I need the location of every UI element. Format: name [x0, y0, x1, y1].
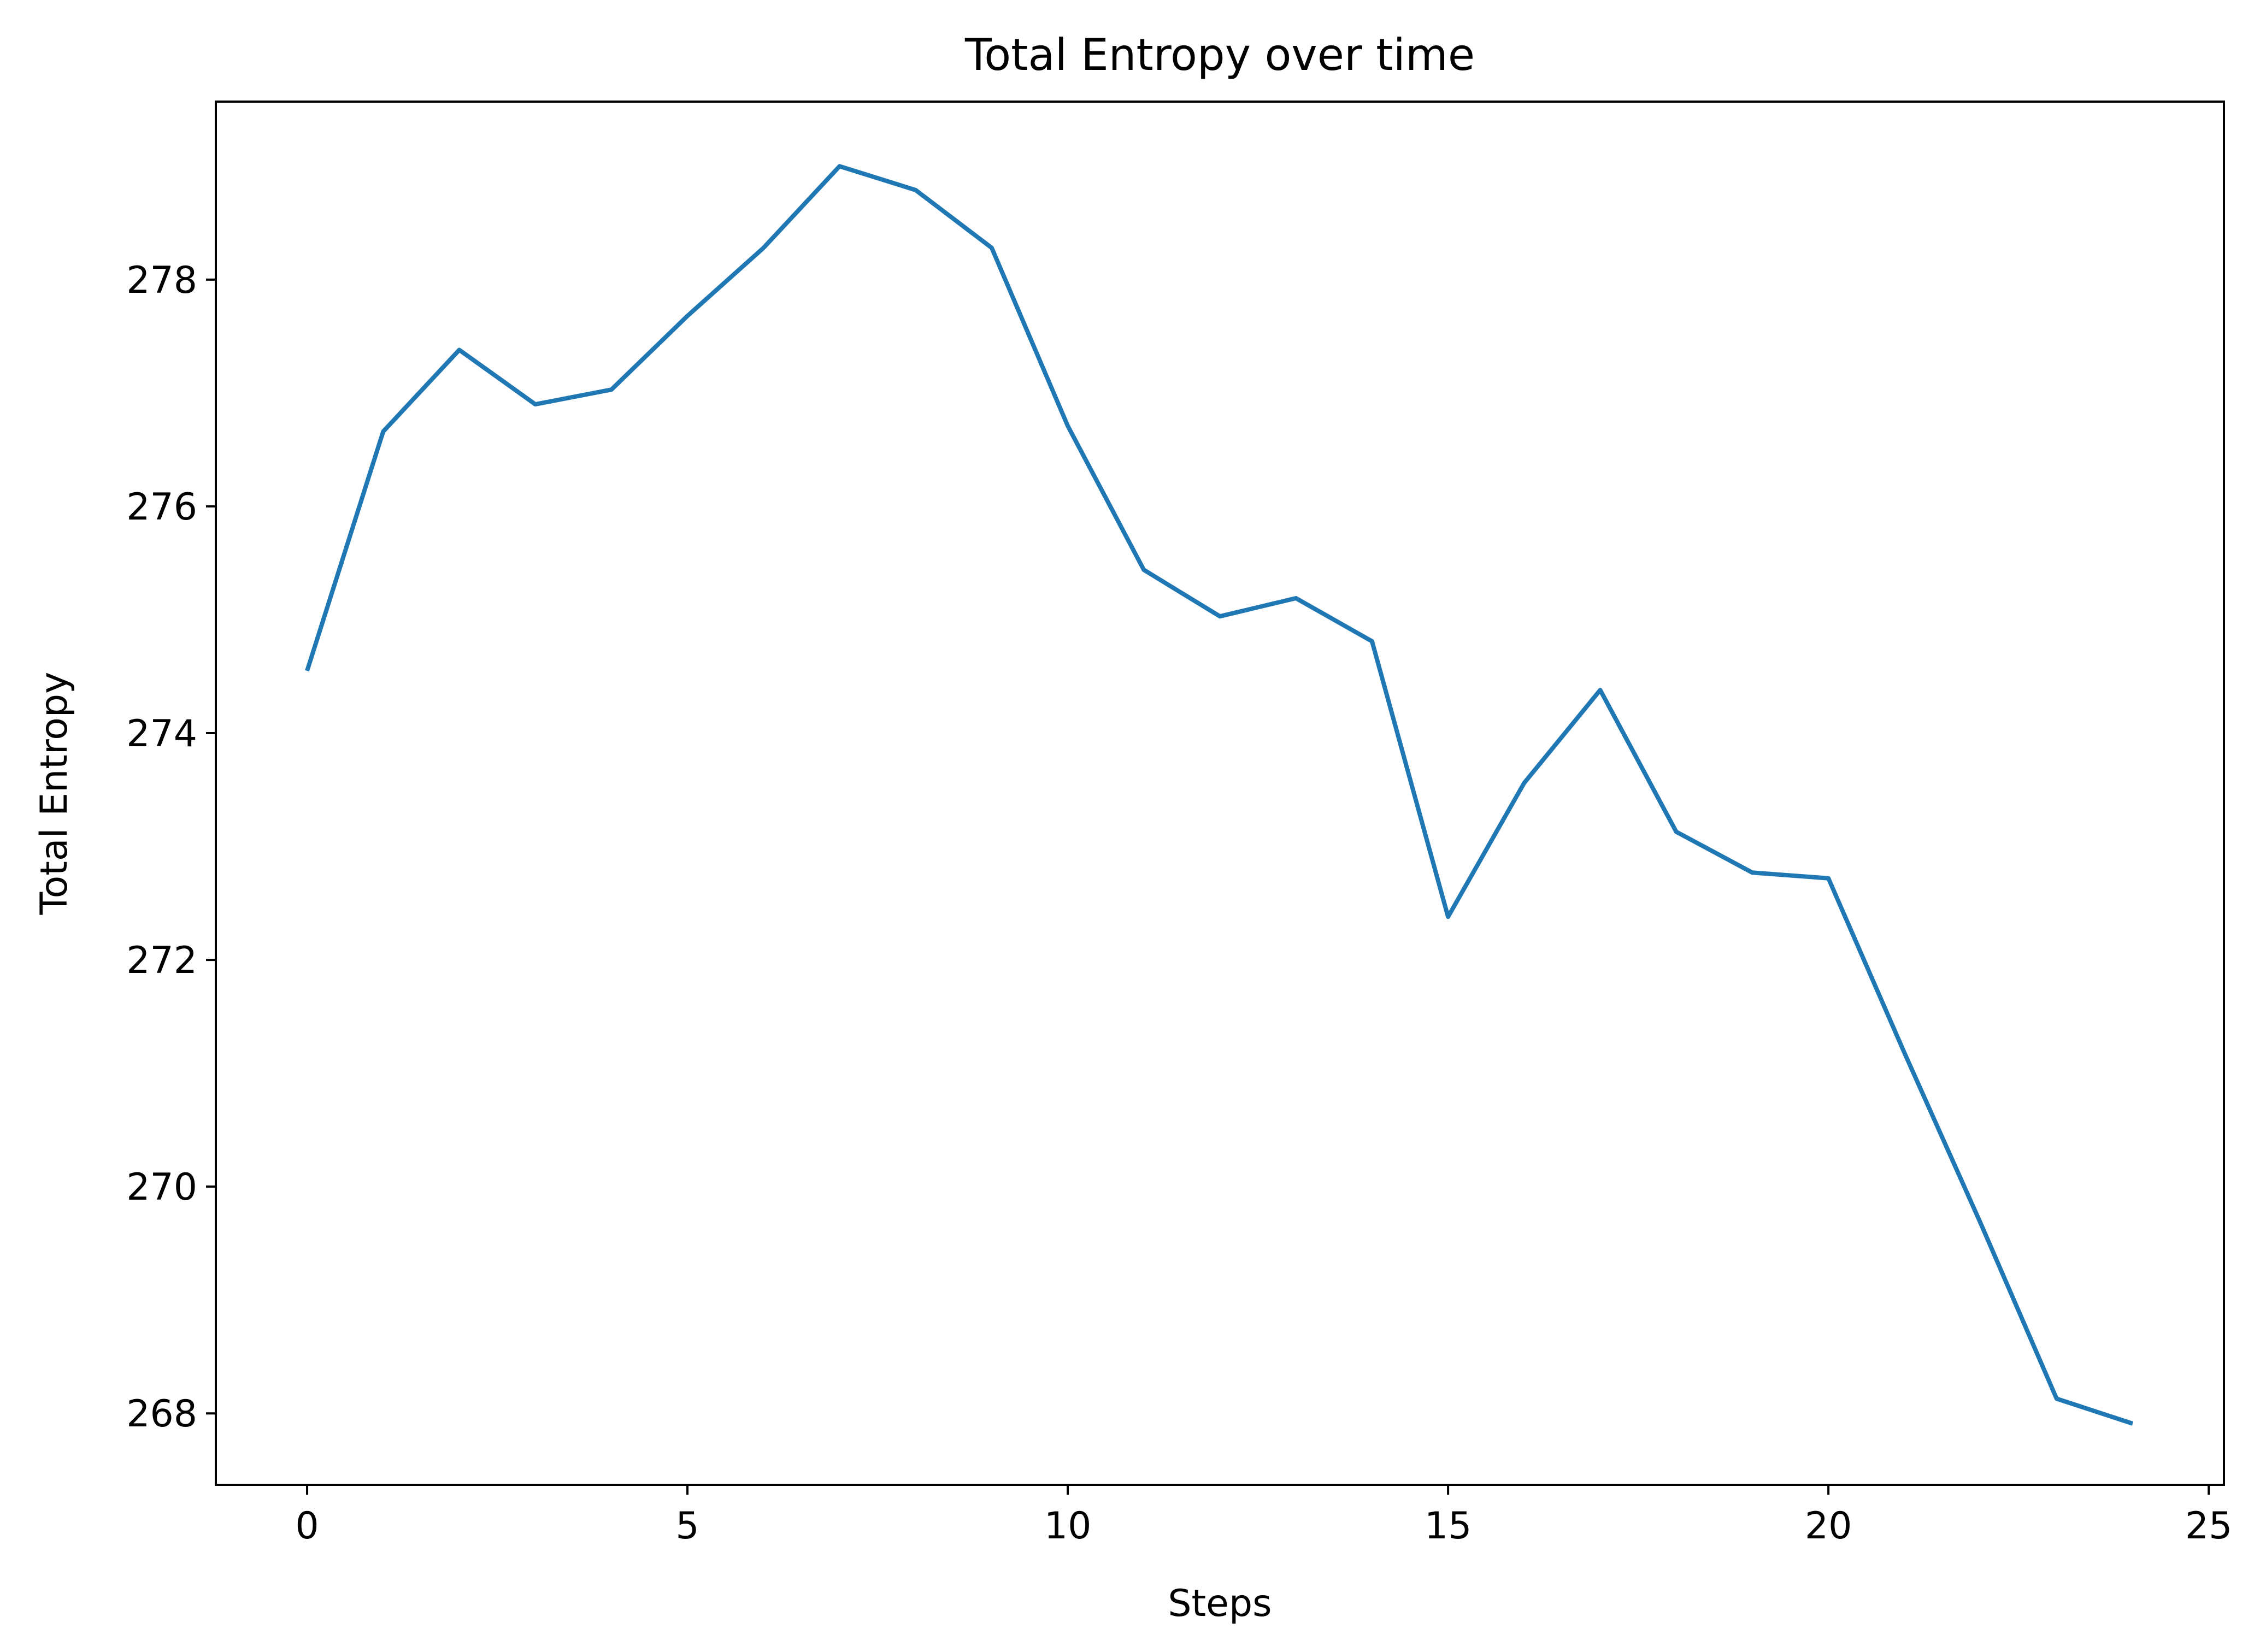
y-tick-label: 268	[126, 1393, 197, 1436]
x-tick-label: 15	[1425, 1504, 1472, 1548]
y-tick-label: 274	[126, 712, 197, 756]
y-tick-label: 278	[126, 259, 197, 302]
x-tick-label: 5	[675, 1504, 699, 1548]
axes-frame	[215, 101, 2225, 1486]
x-axis-ticks: 0 5 10 15 20 25	[295, 1485, 2232, 1548]
y-axis-ticks: 268 270 272 274 276 278	[126, 259, 216, 1436]
y-tick-label: 276	[126, 486, 197, 529]
y-tick-label: 270	[126, 1166, 197, 1209]
x-tick-label: 10	[1044, 1504, 1092, 1548]
series-line-0	[305, 164, 2134, 1426]
x-axis-label: Steps	[1168, 1582, 1272, 1625]
chart-title: Total Entropy over time	[964, 30, 1475, 80]
y-axis-label: Total Entropy	[33, 672, 76, 916]
x-tick-label: 20	[1805, 1504, 1852, 1548]
plot-area	[215, 101, 2225, 1486]
x-tick-label: 25	[2185, 1504, 2233, 1548]
y-tick-label: 272	[126, 939, 197, 982]
x-tick-label: 0	[295, 1504, 319, 1548]
